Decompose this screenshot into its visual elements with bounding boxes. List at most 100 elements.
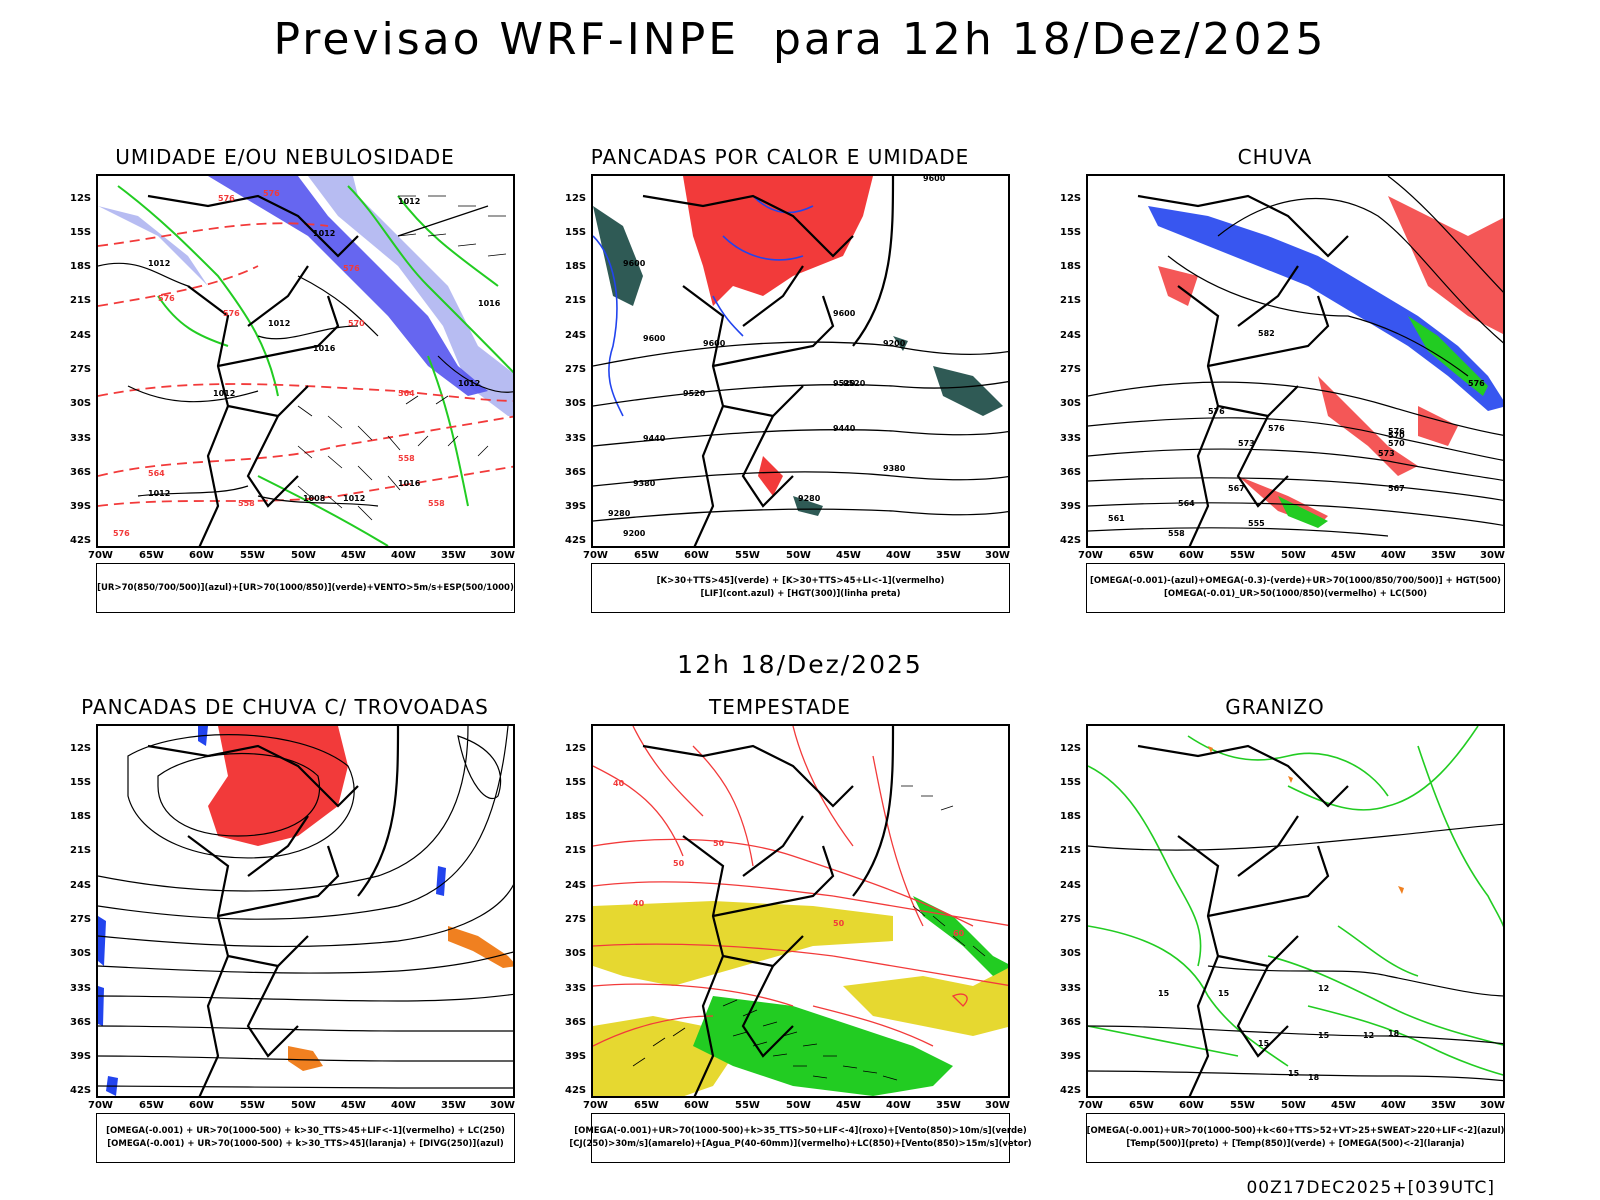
legend-box: [UR>70(850/700/500)](azul)+[UR>70(1000/8…	[96, 563, 515, 613]
lat-label: 30S	[70, 948, 92, 959]
contour-label: 60	[953, 929, 965, 938]
legend-line: [CJ(250)>30m/s](amarelo)+[Agua_P(40-60mm…	[569, 1139, 1032, 1149]
contour-label: 9520	[843, 379, 866, 388]
lon-label: 70W	[1078, 550, 1103, 561]
legend-line: [OMEGA(-0.001)+UR>70(1000-500)+k>35_TTS>…	[574, 1126, 1027, 1136]
lat-label: 12S	[565, 193, 587, 204]
contour-label: 561	[1108, 514, 1125, 523]
red-precip-water-contours	[593, 726, 1008, 1047]
lat-label: 15S	[1060, 227, 1082, 238]
wind-vectors	[297, 195, 507, 521]
map-layer	[98, 726, 513, 1096]
lat-label: 15S	[565, 777, 587, 788]
lat-label: 36S	[565, 467, 587, 478]
map-pancadas-calor: 9600 9600 9600 9600 9520 9520 9520 9440 9440 9380…	[591, 174, 1010, 548]
legend-line: [Temp(500)](preto) + [Temp(850)](verde) …	[1126, 1139, 1465, 1149]
lat-label: 33S	[565, 433, 587, 444]
contour-label: 18	[1308, 1073, 1320, 1082]
lon-label: 45W	[836, 1100, 861, 1111]
lon-label: 65W	[1129, 550, 1154, 561]
hgt300-contours	[593, 341, 1008, 522]
contour-label: 576	[343, 264, 360, 273]
contour-label: 9440	[833, 424, 856, 433]
lat-label: 39S	[70, 501, 92, 512]
lon-label: 70W	[88, 550, 113, 561]
legend-box: [OMEGA(-0.001) + UR>70(1000-500) + k>30_…	[96, 1113, 515, 1163]
lat-label: 27S	[1060, 914, 1082, 925]
legend-box: [OMEGA(-0.001)+UR>70(1000-500)+k>35_TTS>…	[569, 1113, 1032, 1163]
lat-label: 42S	[1060, 535, 1082, 546]
contour-label: 9520	[833, 379, 856, 388]
contour-label: 576	[1468, 379, 1485, 388]
contour-label: 9600	[623, 259, 646, 268]
lon-label: 30W	[1480, 1100, 1505, 1111]
lon-label: 40W	[1381, 550, 1406, 561]
lon-label: 30W	[490, 1100, 515, 1111]
map-layer: 15 15 12 15 15 12 18 15 18	[1088, 726, 1503, 1096]
legend-box: [K>30+TTS>45](verde) + [K>30+TTS>45+LI<-…	[591, 563, 1010, 613]
legend-line: [UR>70(850/700/500)](azul)+[UR>70(1000/8…	[97, 582, 514, 593]
contour-label: 558	[1168, 529, 1185, 538]
lon-label: 50W	[291, 1100, 316, 1111]
contour-label: 582	[1258, 329, 1275, 338]
lon-label: 70W	[1078, 1100, 1103, 1111]
contour-label: 567	[1228, 484, 1245, 493]
borders	[642, 726, 895, 1096]
lat-label: 33S	[1060, 433, 1082, 444]
borders	[642, 176, 895, 546]
lat-label: 18S	[1060, 811, 1082, 822]
lon-label: 40W	[886, 550, 911, 561]
contour-label: 50	[713, 839, 725, 848]
lat-label: 18S	[70, 261, 92, 272]
lon-label: 35W	[936, 550, 961, 561]
lon-label: 30W	[1480, 550, 1505, 561]
lat-label: 39S	[1060, 1051, 1082, 1062]
contour-label: 567	[1388, 484, 1405, 493]
temp500-contours	[1088, 823, 1503, 1082]
lat-label: 12S	[1060, 743, 1082, 754]
lon-label: 30W	[985, 550, 1010, 561]
map-layer: 1012 1012 1012 1012 1012 1016 1016 1012 1012 1008…	[98, 176, 513, 546]
lon-label: 60W	[189, 550, 214, 561]
blue-lif-contours	[593, 195, 814, 417]
map-layer: 9600960096009600952095209520944094409380…	[593, 176, 1008, 546]
contour-label: 9200	[883, 339, 906, 348]
lon-label: 60W	[684, 1100, 709, 1111]
lon-label: 60W	[1179, 550, 1204, 561]
legend-box: [OMEGA(-0.001)-(azul)+OMEGA(-0.3)-(verde…	[1086, 563, 1505, 613]
panel-granizo: GRANIZO 15 15 12 15 15 12 18 15 18 12S 15S 18S 2…	[1045, 695, 1505, 1165]
contour-label: 558	[238, 499, 255, 508]
panel-title: TEMPESTADE	[709, 695, 851, 719]
red-thunderstorm-area	[208, 726, 348, 846]
lat-label: 12S	[565, 743, 587, 754]
contour-label: 558	[428, 499, 445, 508]
lon-label: 70W	[583, 550, 608, 561]
lat-label: 36S	[565, 1017, 587, 1028]
contour-label: 9380	[633, 479, 656, 488]
lat-label: 12S	[70, 193, 92, 204]
orange-instability-area	[288, 926, 513, 1071]
borders	[147, 726, 400, 1096]
lat-label: 15S	[565, 227, 587, 238]
lat-label: 24S	[70, 880, 92, 891]
contour-label: 9600	[833, 309, 856, 318]
lon-label: 55W	[1230, 550, 1255, 561]
lat-label: 21S	[70, 845, 92, 856]
contour-label: 50	[833, 919, 845, 928]
contour-label: 570	[1388, 431, 1405, 440]
lat-label: 39S	[565, 501, 587, 512]
lat-label: 33S	[1060, 983, 1082, 994]
lat-label: 27S	[70, 914, 92, 925]
map-granizo: 15 15 12 15 15 12 18 15 18	[1086, 724, 1505, 1098]
contour-label: 1012	[148, 489, 170, 498]
lon-label: 50W	[291, 550, 316, 561]
contour-label: 1008	[303, 494, 326, 503]
lon-label: 45W	[836, 550, 861, 561]
lon-label: 35W	[1431, 550, 1456, 561]
legend-box: [OMEGA(-0.001)+UR>70(1000-500)+k<60+TTS>…	[1086, 1113, 1505, 1163]
lat-label: 24S	[1060, 880, 1082, 891]
lat-label: 30S	[1060, 398, 1082, 409]
contour-label: 576	[218, 194, 235, 203]
lon-label: 40W	[886, 1100, 911, 1111]
contour-label: 576	[223, 309, 240, 318]
